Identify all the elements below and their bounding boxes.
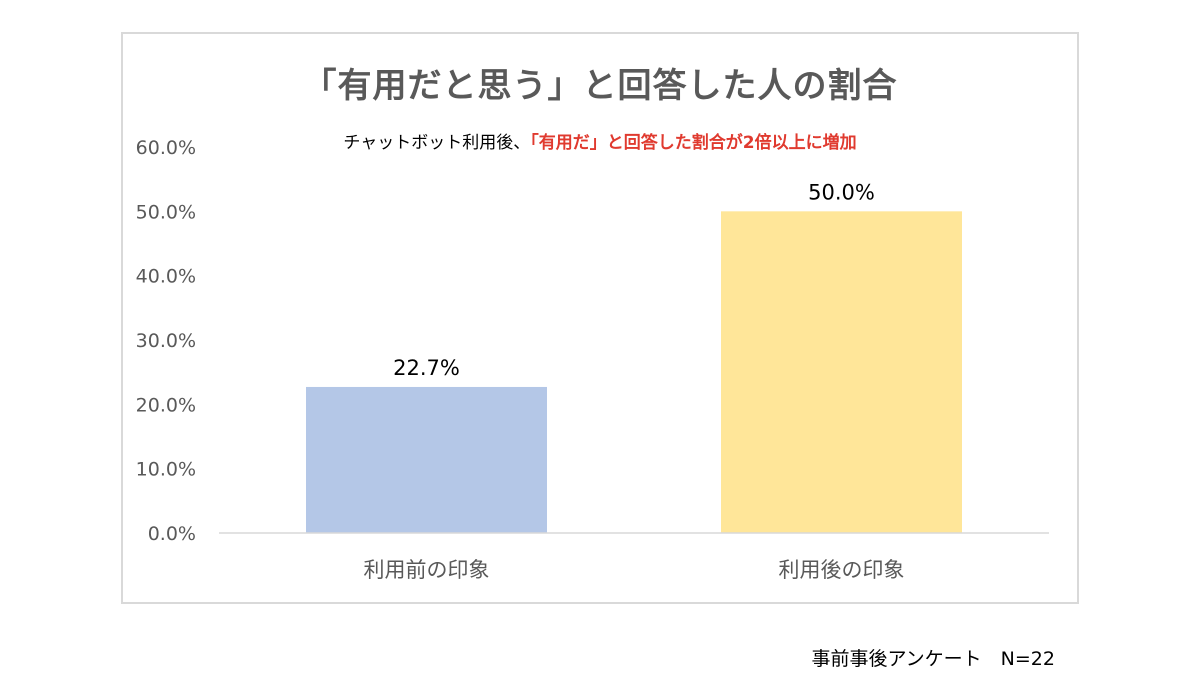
y-tick-label: 50.0% — [136, 201, 196, 223]
y-tick-label: 10.0% — [136, 459, 196, 481]
data-label: 50.0% — [808, 180, 875, 204]
chart-subtitle-highlight: 「有用だ」と回答した割合が2倍以上に増加 — [530, 133, 857, 153]
chart-title: 「有用だと思う」と回答した人の割合 — [302, 66, 898, 106]
y-tick-label: 0.0% — [148, 523, 196, 545]
chart-subtitle-plain: チャットボット利用後、 — [343, 133, 531, 153]
chart-subtitle: チャットボット利用後、「有用だ」と回答した割合が2倍以上に増加 — [0, 128, 1200, 153]
y-tick-label: 60.0% — [136, 137, 196, 159]
x-category-label: 利用後の印象 — [779, 558, 905, 582]
y-tick-label: 40.0% — [136, 266, 196, 288]
survey-footnote: 事前事後アンケート N=22 — [811, 648, 1055, 670]
y-tick-label: 20.0% — [136, 394, 196, 416]
y-tick-label: 30.0% — [136, 330, 196, 352]
x-category-label: 利用前の印象 — [364, 558, 490, 582]
data-label: 22.7% — [393, 356, 460, 380]
bar — [721, 211, 962, 534]
bar — [306, 386, 547, 533]
